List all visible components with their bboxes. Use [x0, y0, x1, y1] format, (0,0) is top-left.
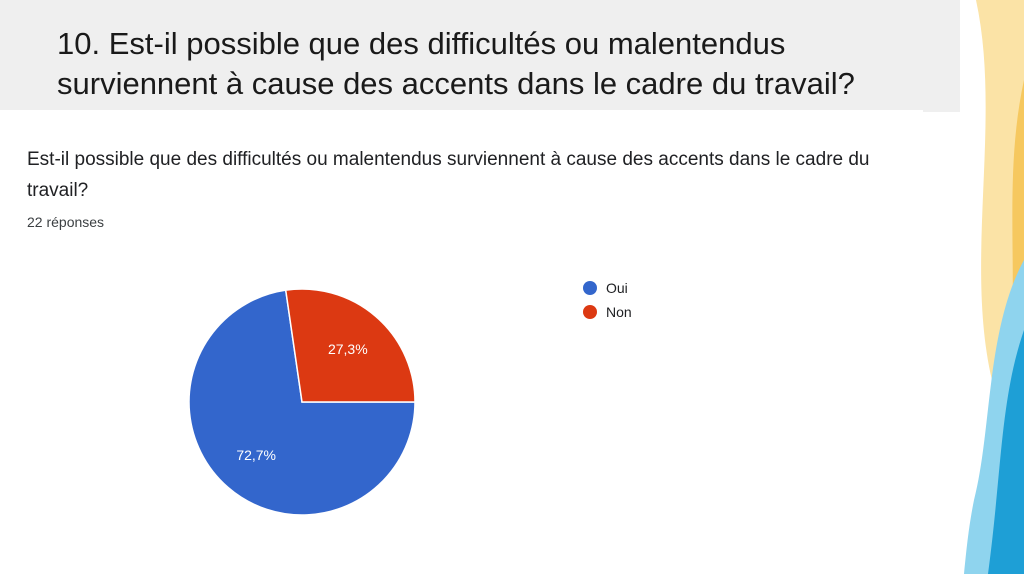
chart-legend: Oui Non: [583, 276, 632, 324]
question-title: Est-il possible que des difficultés ou m…: [27, 149, 870, 201]
response-count: 22 réponses: [27, 214, 105, 230]
slide-title: 10. Est-il possible que des difficultés …: [57, 26, 855, 101]
legend-item-non[interactable]: Non: [583, 300, 632, 324]
decorative-wave-graphic: [964, 0, 1024, 574]
response-card: Est-il possible que des difficultés ou m…: [0, 110, 923, 574]
legend-label-oui: Oui: [606, 280, 628, 296]
pie-chart: 72,7% 27,3%: [188, 288, 416, 516]
legend-marker-oui: [583, 281, 597, 295]
pie-label-non: 27,3%: [328, 341, 368, 357]
slide-title-band: [0, 0, 960, 112]
pie-label-oui: 72,7%: [236, 447, 276, 463]
legend-item-oui[interactable]: Oui: [583, 276, 632, 300]
legend-label-non: Non: [606, 304, 632, 320]
legend-marker-non: [583, 305, 597, 319]
pie-slice-non[interactable]: [284, 288, 416, 403]
